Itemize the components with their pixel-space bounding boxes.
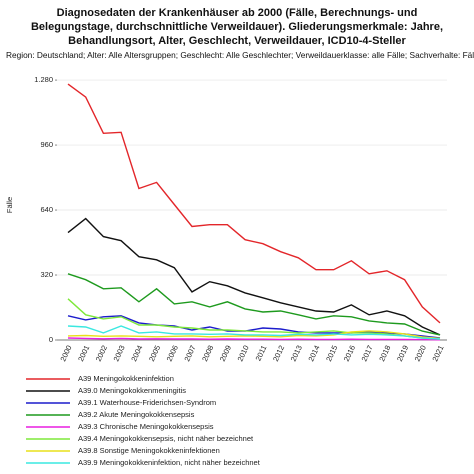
legend-label: A39.2 Akute Meningokokkensepsis <box>78 410 195 419</box>
x-tick-label: 2006 <box>165 344 180 363</box>
y-axis-label: Fälle <box>5 197 14 213</box>
legend-label: A39.3 Chronische Meningokokkensepsis <box>78 422 214 431</box>
legend-label: A39.8 Sonstige Meningokokkeninfektionen <box>78 446 220 455</box>
x-tick-label: 2007 <box>182 344 197 363</box>
x-tick-label: 2009 <box>218 344 233 363</box>
x-tick-label: 2000 <box>58 344 73 363</box>
x-tick-label: 2014 <box>306 344 321 363</box>
x-tick-label: 2004 <box>129 344 144 363</box>
series-line <box>67 83 441 324</box>
chart-subtitle: Region: Deutschland; Alter: Alle Altersg… <box>6 50 474 60</box>
legend-label: A39.1 Waterhouse-Friderichsen-Syndrom <box>78 398 216 407</box>
chart-title: Diagnosedaten der Krankenhäuser ab 2000 … <box>30 7 444 47</box>
legend-label: A39.0 Meningokokkenmeningitis <box>78 386 186 395</box>
x-tick-label: 2011 <box>253 344 268 362</box>
series-line <box>67 273 441 336</box>
series-line <box>67 330 441 340</box>
x-tick-label: 2021 <box>430 344 445 363</box>
x-tick-label: 2018 <box>377 344 392 363</box>
series-line <box>67 315 441 339</box>
x-tick-label: 2003 <box>112 344 127 363</box>
x-tick-label: 2010 <box>236 344 251 363</box>
y-tick-label: 1.280 <box>34 75 53 84</box>
legend-label: A39.9 Meningokokkeninfektion, nicht nähe… <box>78 458 261 467</box>
y-tick-label: 960 <box>40 140 53 149</box>
legend-label: A39 Meningokokkeninfektion <box>78 374 174 383</box>
x-tick-label: 2012 <box>271 344 286 363</box>
series-line <box>67 217 441 336</box>
series-line <box>67 325 441 340</box>
x-tick-label: 2002 <box>94 344 109 363</box>
y-tick-label: 0 <box>49 335 53 344</box>
x-tick-label: 2013 <box>289 344 304 363</box>
x-tick-label: 2005 <box>147 344 162 363</box>
legend-label: A39.4 Meningokokkensepsis, nicht näher b… <box>78 434 254 443</box>
x-tick-label: 2001 <box>76 344 91 363</box>
x-tick-label: 2019 <box>395 344 410 363</box>
x-tick-label: 2017 <box>360 344 375 363</box>
y-tick-label: 640 <box>40 205 53 214</box>
x-tick-label: 2016 <box>342 344 357 363</box>
series-line <box>67 298 441 340</box>
x-tick-label: 2015 <box>324 344 339 363</box>
x-tick-label: 2008 <box>200 344 215 363</box>
series-line <box>67 337 441 341</box>
x-tick-label: 2020 <box>413 344 428 363</box>
y-tick-label: 320 <box>40 270 53 279</box>
